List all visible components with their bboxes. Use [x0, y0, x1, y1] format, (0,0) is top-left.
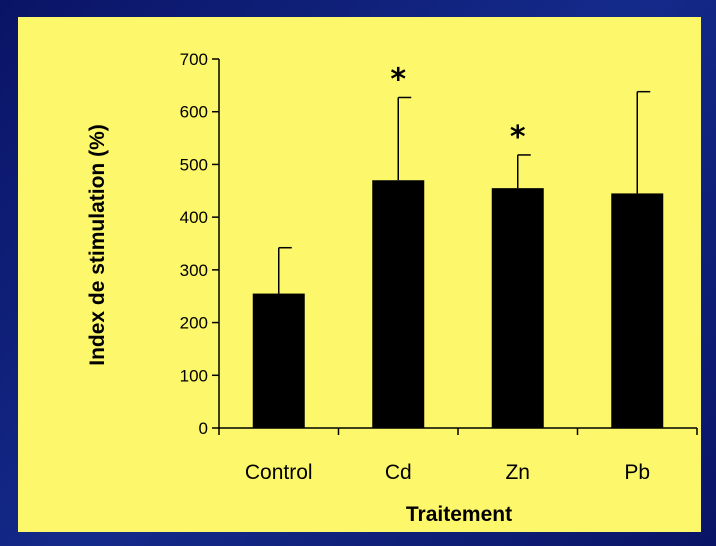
y-tick-label: 0 — [199, 419, 208, 438]
error-bars — [278, 90, 651, 294]
y-axis: 0 100 200 300 400 500 600 700 — [180, 50, 220, 438]
y-tick-label: 100 — [180, 366, 208, 385]
y-tick-label: 600 — [180, 103, 208, 122]
x-tick-label: Control — [245, 461, 313, 484]
y-tick-label: 400 — [180, 208, 208, 227]
x-tick-label: Pb — [624, 461, 650, 484]
y-tick-label: 200 — [180, 314, 208, 333]
bar-cd — [372, 180, 425, 428]
significance-star: * — [390, 62, 406, 97]
y-tick-label: 300 — [180, 261, 208, 280]
x-tick-label: Zn — [505, 461, 530, 484]
bar-zn — [491, 188, 544, 428]
bar-pb — [611, 193, 664, 428]
y-tick-label: 700 — [180, 50, 208, 69]
y-axis-title: Index de stimulation (%) — [86, 124, 109, 366]
x-tick-label: Cd — [385, 461, 412, 484]
x-axis: Control Cd Zn Pb — [218, 427, 698, 484]
y-tick-label: 500 — [180, 155, 208, 174]
bars — [252, 180, 664, 428]
significance-markers: ** — [390, 62, 526, 154]
bar-control — [252, 293, 305, 428]
significance-star: * — [510, 120, 526, 155]
x-axis-title: Traitement — [406, 503, 512, 526]
chart-panel — [18, 17, 701, 532]
